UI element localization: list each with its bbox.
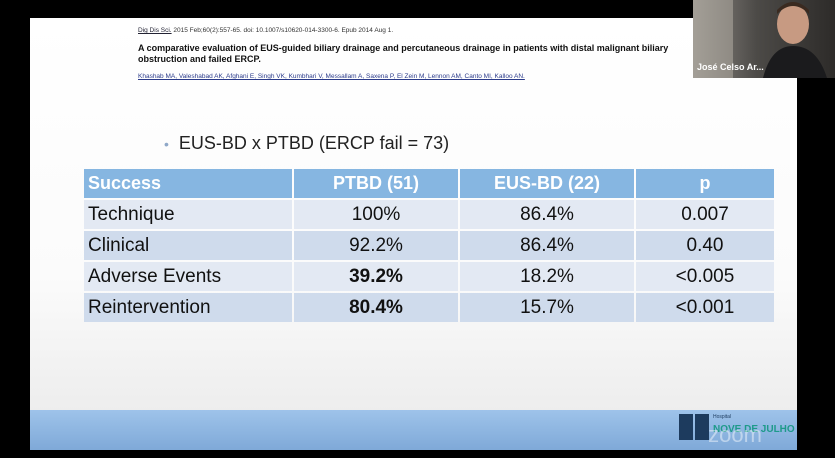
citation-details: 2015 Feb;60(2):557-65. doi: 10.1007/s106… xyxy=(173,27,394,34)
logo-text: NOVE DE JULHO xyxy=(713,424,795,435)
table-cell: 86.4% xyxy=(460,231,634,260)
footer-band xyxy=(30,410,797,450)
table-cell: Technique xyxy=(84,200,292,229)
table-cell: 39.2% xyxy=(294,262,458,291)
participant-name: José Celso Ar... xyxy=(697,62,764,72)
participant-video[interactable]: José Celso Ar... xyxy=(693,0,835,78)
table-cell: 0.40 xyxy=(636,231,774,260)
paper-title: A comparative evaluation of EUS-guided b… xyxy=(138,43,669,64)
table-row: Clinical 92.2% 86.4% 0.40 xyxy=(84,231,774,260)
header-row: Success PTBD (51) EUS-BD (22) p xyxy=(84,169,774,198)
logo-block xyxy=(679,414,693,440)
slide: Dig Dis Sci. 2015 Feb;60(2):557-65. doi:… xyxy=(30,18,797,450)
table-cell: Reintervention xyxy=(84,293,292,322)
results-table: Success PTBD (51) EUS-BD (22) p Technique 100… xyxy=(82,167,776,324)
table-cell: 92.2% xyxy=(294,231,458,260)
citation: Dig Dis Sci. 2015 Feb;60(2):557-65. doi:… xyxy=(138,27,393,34)
journal: Dig Dis Sci. xyxy=(138,27,172,34)
table-cell: Adverse Events xyxy=(84,262,292,291)
table-row: Technique 100% 86.4% 0.007 xyxy=(84,200,774,229)
table-row: Reintervention 80.4% 15.7% <0.001 xyxy=(84,293,774,322)
table-cell: 0.007 xyxy=(636,200,774,229)
face xyxy=(777,4,809,44)
logo-mark: Hospital NOVE DE JULHO zoom xyxy=(679,414,795,447)
hair xyxy=(777,2,809,14)
table-cell: 18.2% xyxy=(460,262,634,291)
header-cell: EUS-BD (22) xyxy=(460,169,634,198)
table-cell: 86.4% xyxy=(460,200,634,229)
table-cell: 100% xyxy=(294,200,458,229)
header-cell: PTBD (51) xyxy=(294,169,458,198)
header-cell: Success xyxy=(84,169,292,198)
header-cell: p xyxy=(636,169,774,198)
body xyxy=(763,46,827,78)
logo-small: Hospital xyxy=(713,414,731,420)
logo: Hospital NOVE DE JULHO zoom xyxy=(675,408,795,448)
authors: Khashab MA, Valeshabad AK, Afghani E, Si… xyxy=(138,73,525,80)
table-row: Adverse Events 39.2% 18.2% <0.005 xyxy=(84,262,774,291)
table-cell: Clinical xyxy=(84,231,292,260)
table-cell: 15.7% xyxy=(460,293,634,322)
shelf xyxy=(693,0,733,78)
logo-block xyxy=(695,414,709,440)
table-cell: <0.005 xyxy=(636,262,774,291)
table-cell: 80.4% xyxy=(294,293,458,322)
table-cell: <0.001 xyxy=(636,293,774,322)
bullet: EUS-BD x PTBD (ERCP fail = 73) xyxy=(164,133,449,154)
watermark: zoom xyxy=(708,422,762,447)
video-frame xyxy=(693,0,827,78)
